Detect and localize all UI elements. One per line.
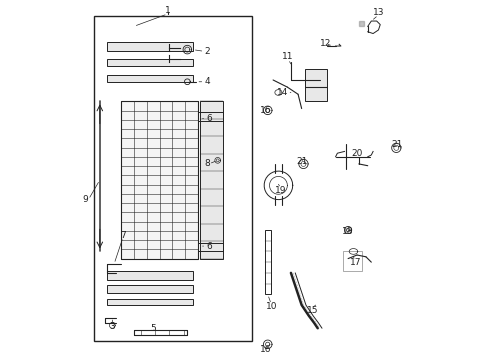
Text: 16: 16 [259, 106, 270, 115]
Text: 8: 8 [203, 159, 209, 168]
Bar [198, 112, 223, 121]
Text: 4: 4 [204, 77, 209, 86]
Bar [342, 251, 362, 271]
Text: 20: 20 [350, 149, 362, 158]
Text: 3: 3 [109, 322, 115, 331]
Bar [94, 16, 251, 341]
Bar [107, 75, 192, 82]
Text: 10: 10 [265, 302, 277, 311]
Text: 11: 11 [282, 52, 293, 61]
Bar [107, 271, 192, 280]
Text: 9: 9 [82, 195, 87, 204]
Text: 13: 13 [372, 8, 384, 17]
Text: 7: 7 [120, 231, 126, 240]
Text: 6: 6 [205, 242, 211, 251]
Text: 12: 12 [320, 39, 331, 48]
Text: 6: 6 [205, 114, 211, 123]
Text: 21: 21 [296, 157, 307, 166]
Bar [107, 59, 192, 66]
Text: 2: 2 [204, 47, 209, 56]
Polygon shape [358, 21, 364, 26]
Bar [121, 102, 198, 258]
Text: 19: 19 [275, 186, 286, 195]
Text: 1: 1 [164, 6, 170, 15]
Text: 16: 16 [259, 345, 270, 354]
Text: 17: 17 [349, 258, 360, 267]
Bar [107, 42, 192, 51]
Bar [107, 285, 192, 293]
Text: 15: 15 [306, 306, 318, 315]
Text: 18: 18 [342, 227, 353, 236]
Bar [200, 102, 223, 258]
Text: 5: 5 [150, 324, 156, 333]
Bar [107, 298, 192, 305]
Bar [305, 69, 326, 102]
Text: 21: 21 [391, 140, 402, 149]
Bar [264, 230, 270, 294]
Text: 14: 14 [277, 88, 288, 97]
Bar [198, 243, 223, 251]
